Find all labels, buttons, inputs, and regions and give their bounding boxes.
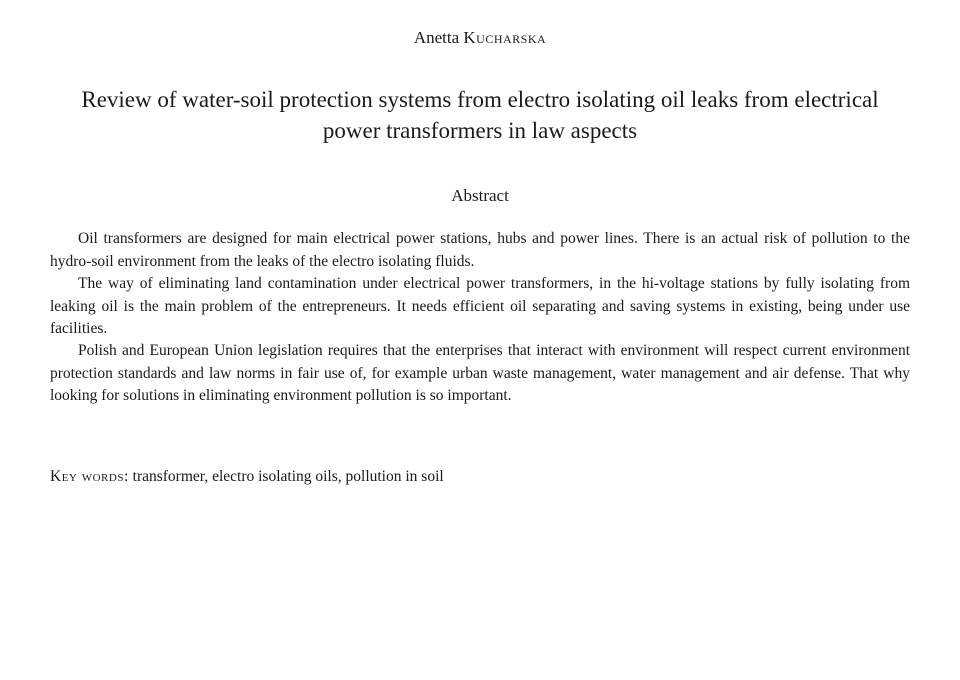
keywords-text: transformer, electro isolating oils, pol… [129,468,444,485]
abstract-paragraph: Oil transformers are designed for main e… [50,228,910,273]
paper-title: Review of water-soil protection systems … [50,84,910,146]
abstract-paragraph: Polish and European Union legislation re… [50,340,910,407]
author-first-name: Anetta [414,28,459,47]
keywords-label: Key words: [50,468,129,485]
author-line: Anetta Kucharska [50,28,910,48]
abstract-paragraph: The way of eliminating land contaminatio… [50,273,910,340]
abstract-body: Oil transformers are designed for main e… [50,228,910,408]
author-surname: Kucharska [463,28,546,47]
abstract-label: Abstract [50,186,910,206]
keywords-line: Key words: transformer, electro isolatin… [50,468,910,486]
